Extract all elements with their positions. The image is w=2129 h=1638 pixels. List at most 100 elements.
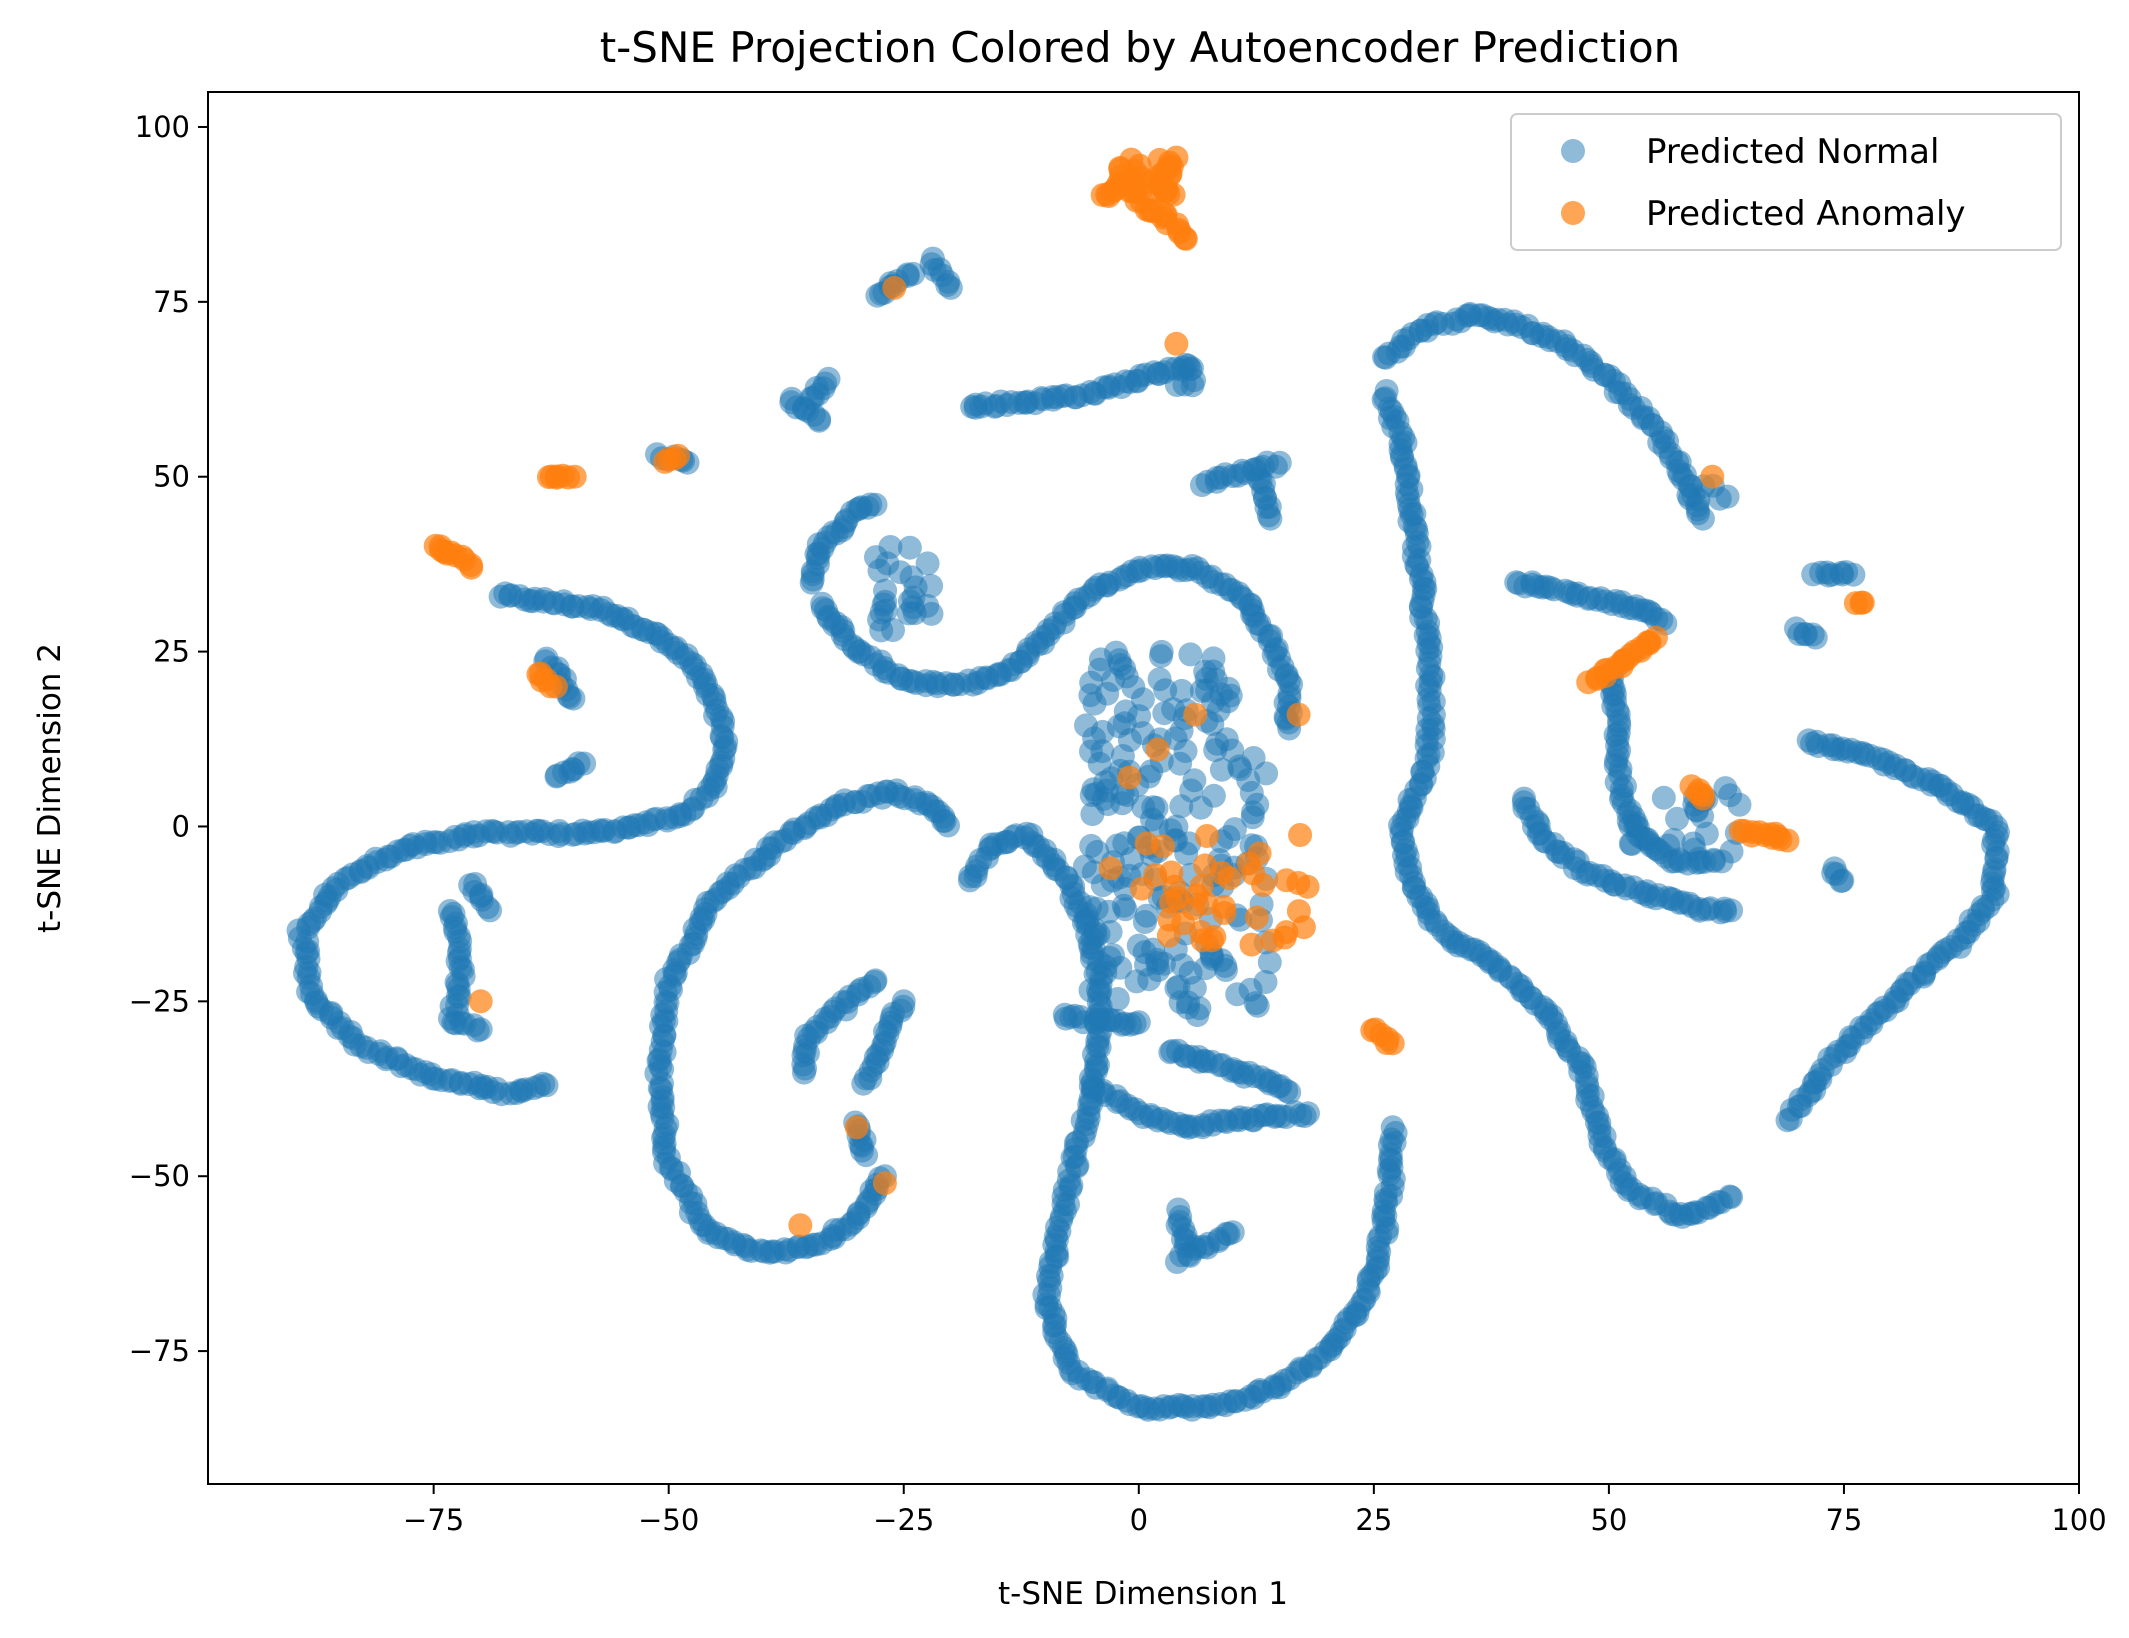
point-normal — [1185, 1003, 1210, 1028]
point-normal — [1719, 898, 1744, 923]
point-normal — [1087, 657, 1112, 682]
point-anomaly — [844, 1115, 869, 1140]
point-normal — [1220, 1220, 1245, 1245]
point-normal — [888, 560, 913, 585]
point-normal — [1713, 776, 1738, 801]
point-normal — [1656, 833, 1681, 858]
point-normal — [1267, 450, 1292, 475]
point-normal — [1236, 768, 1261, 793]
point-normal — [478, 898, 503, 923]
point-anomaly — [1244, 905, 1269, 930]
point-normal — [1841, 562, 1866, 587]
point-normal — [1775, 1108, 1800, 1133]
point-anomaly — [1183, 702, 1208, 727]
point-normal — [1080, 802, 1105, 827]
point-normal — [897, 535, 922, 560]
point-normal — [1209, 948, 1234, 973]
point-normal — [1097, 945, 1122, 970]
point-normal — [863, 968, 888, 993]
point-normal — [1120, 846, 1145, 871]
point-normal — [1180, 373, 1205, 398]
point-normal — [1618, 813, 1643, 838]
point-anomaly — [1145, 737, 1170, 762]
point-anomaly — [1147, 172, 1172, 197]
legend-label-anomaly: Predicted Anomaly — [1646, 194, 1966, 234]
point-anomaly — [543, 674, 568, 699]
point-anomaly — [1184, 883, 1209, 908]
point-normal — [1087, 751, 1112, 776]
point-normal — [1380, 1115, 1405, 1140]
point-normal — [1152, 701, 1177, 726]
y-tick-label: 50 — [153, 460, 190, 494]
x-tick-label: 0 — [1130, 1503, 1148, 1537]
point-normal — [1112, 711, 1137, 736]
x-axis-ticks: −75 −50 −25 0 25 50 75 100 — [403, 1484, 2107, 1537]
point-anomaly — [1159, 154, 1184, 179]
point-anomaly — [1286, 702, 1311, 727]
point-normal — [1258, 506, 1283, 531]
point-normal — [869, 618, 894, 643]
point-anomaly — [1159, 860, 1184, 885]
point-normal — [534, 1073, 559, 1098]
point-normal — [1651, 785, 1676, 810]
x-tick-label: 25 — [1355, 1503, 1392, 1537]
plot-points — [286, 145, 2010, 1422]
point-normal — [468, 1017, 493, 1042]
point-anomaly — [1173, 226, 1198, 251]
y-tick-label: −25 — [129, 984, 190, 1018]
point-normal — [1209, 757, 1234, 782]
point-anomaly — [1128, 165, 1153, 190]
legend-marker-normal — [1561, 139, 1585, 163]
point-normal — [1240, 805, 1265, 830]
legend-marker-anomaly — [1561, 201, 1585, 225]
point-normal — [1105, 987, 1130, 1011]
point-normal — [1803, 625, 1828, 650]
point-normal — [572, 751, 597, 776]
legend: Predicted Normal Predicted Anomaly — [1510, 113, 2062, 251]
y-tick-label: −50 — [129, 1159, 190, 1193]
point-normal — [871, 592, 896, 617]
point-anomaly — [1211, 894, 1236, 919]
plot-frame — [207, 91, 2080, 1485]
point-normal — [1126, 1010, 1151, 1035]
point-normal — [1216, 676, 1241, 701]
point-normal — [1682, 837, 1707, 862]
point-anomaly — [1274, 920, 1299, 945]
point-normal — [1144, 813, 1169, 838]
point-normal — [1081, 777, 1106, 802]
point-anomaly — [1690, 786, 1715, 811]
x-tick-label: 100 — [2051, 1503, 2106, 1537]
legend-label-normal: Predicted Normal — [1646, 132, 1939, 172]
legend-box — [1510, 113, 2062, 251]
point-normal — [919, 573, 944, 598]
point-normal — [1203, 738, 1228, 763]
point-normal — [1619, 832, 1644, 856]
point-normal — [938, 275, 963, 300]
point-normal — [816, 366, 841, 391]
x-tick-label: 75 — [1825, 1503, 1862, 1537]
point-normal — [1822, 856, 1847, 881]
x-tick-label: 50 — [1590, 1503, 1627, 1537]
point-anomaly — [1380, 1031, 1405, 1056]
x-tick-label: −75 — [403, 1503, 464, 1537]
point-anomaly — [1164, 331, 1189, 356]
point-normal — [1253, 970, 1278, 994]
point-anomaly — [1247, 841, 1272, 866]
point-normal — [1168, 751, 1193, 776]
point-normal — [854, 1143, 879, 1168]
chart-title: t-SNE Projection Colored by Autoencoder … — [600, 23, 1681, 72]
y-tick-label: 25 — [153, 635, 190, 669]
point-normal — [1178, 642, 1203, 667]
point-normal — [1277, 1080, 1302, 1105]
point-normal — [1189, 678, 1214, 703]
point-normal — [1690, 506, 1715, 531]
point-normal — [1113, 876, 1137, 901]
point-anomaly — [1239, 932, 1264, 957]
point-normal — [1078, 978, 1103, 1003]
point-anomaly — [1109, 164, 1133, 189]
point-anomaly — [1098, 856, 1123, 881]
point-normal — [1130, 687, 1155, 712]
point-anomaly — [459, 555, 484, 580]
point-normal — [897, 589, 922, 614]
point-normal — [1098, 920, 1123, 944]
